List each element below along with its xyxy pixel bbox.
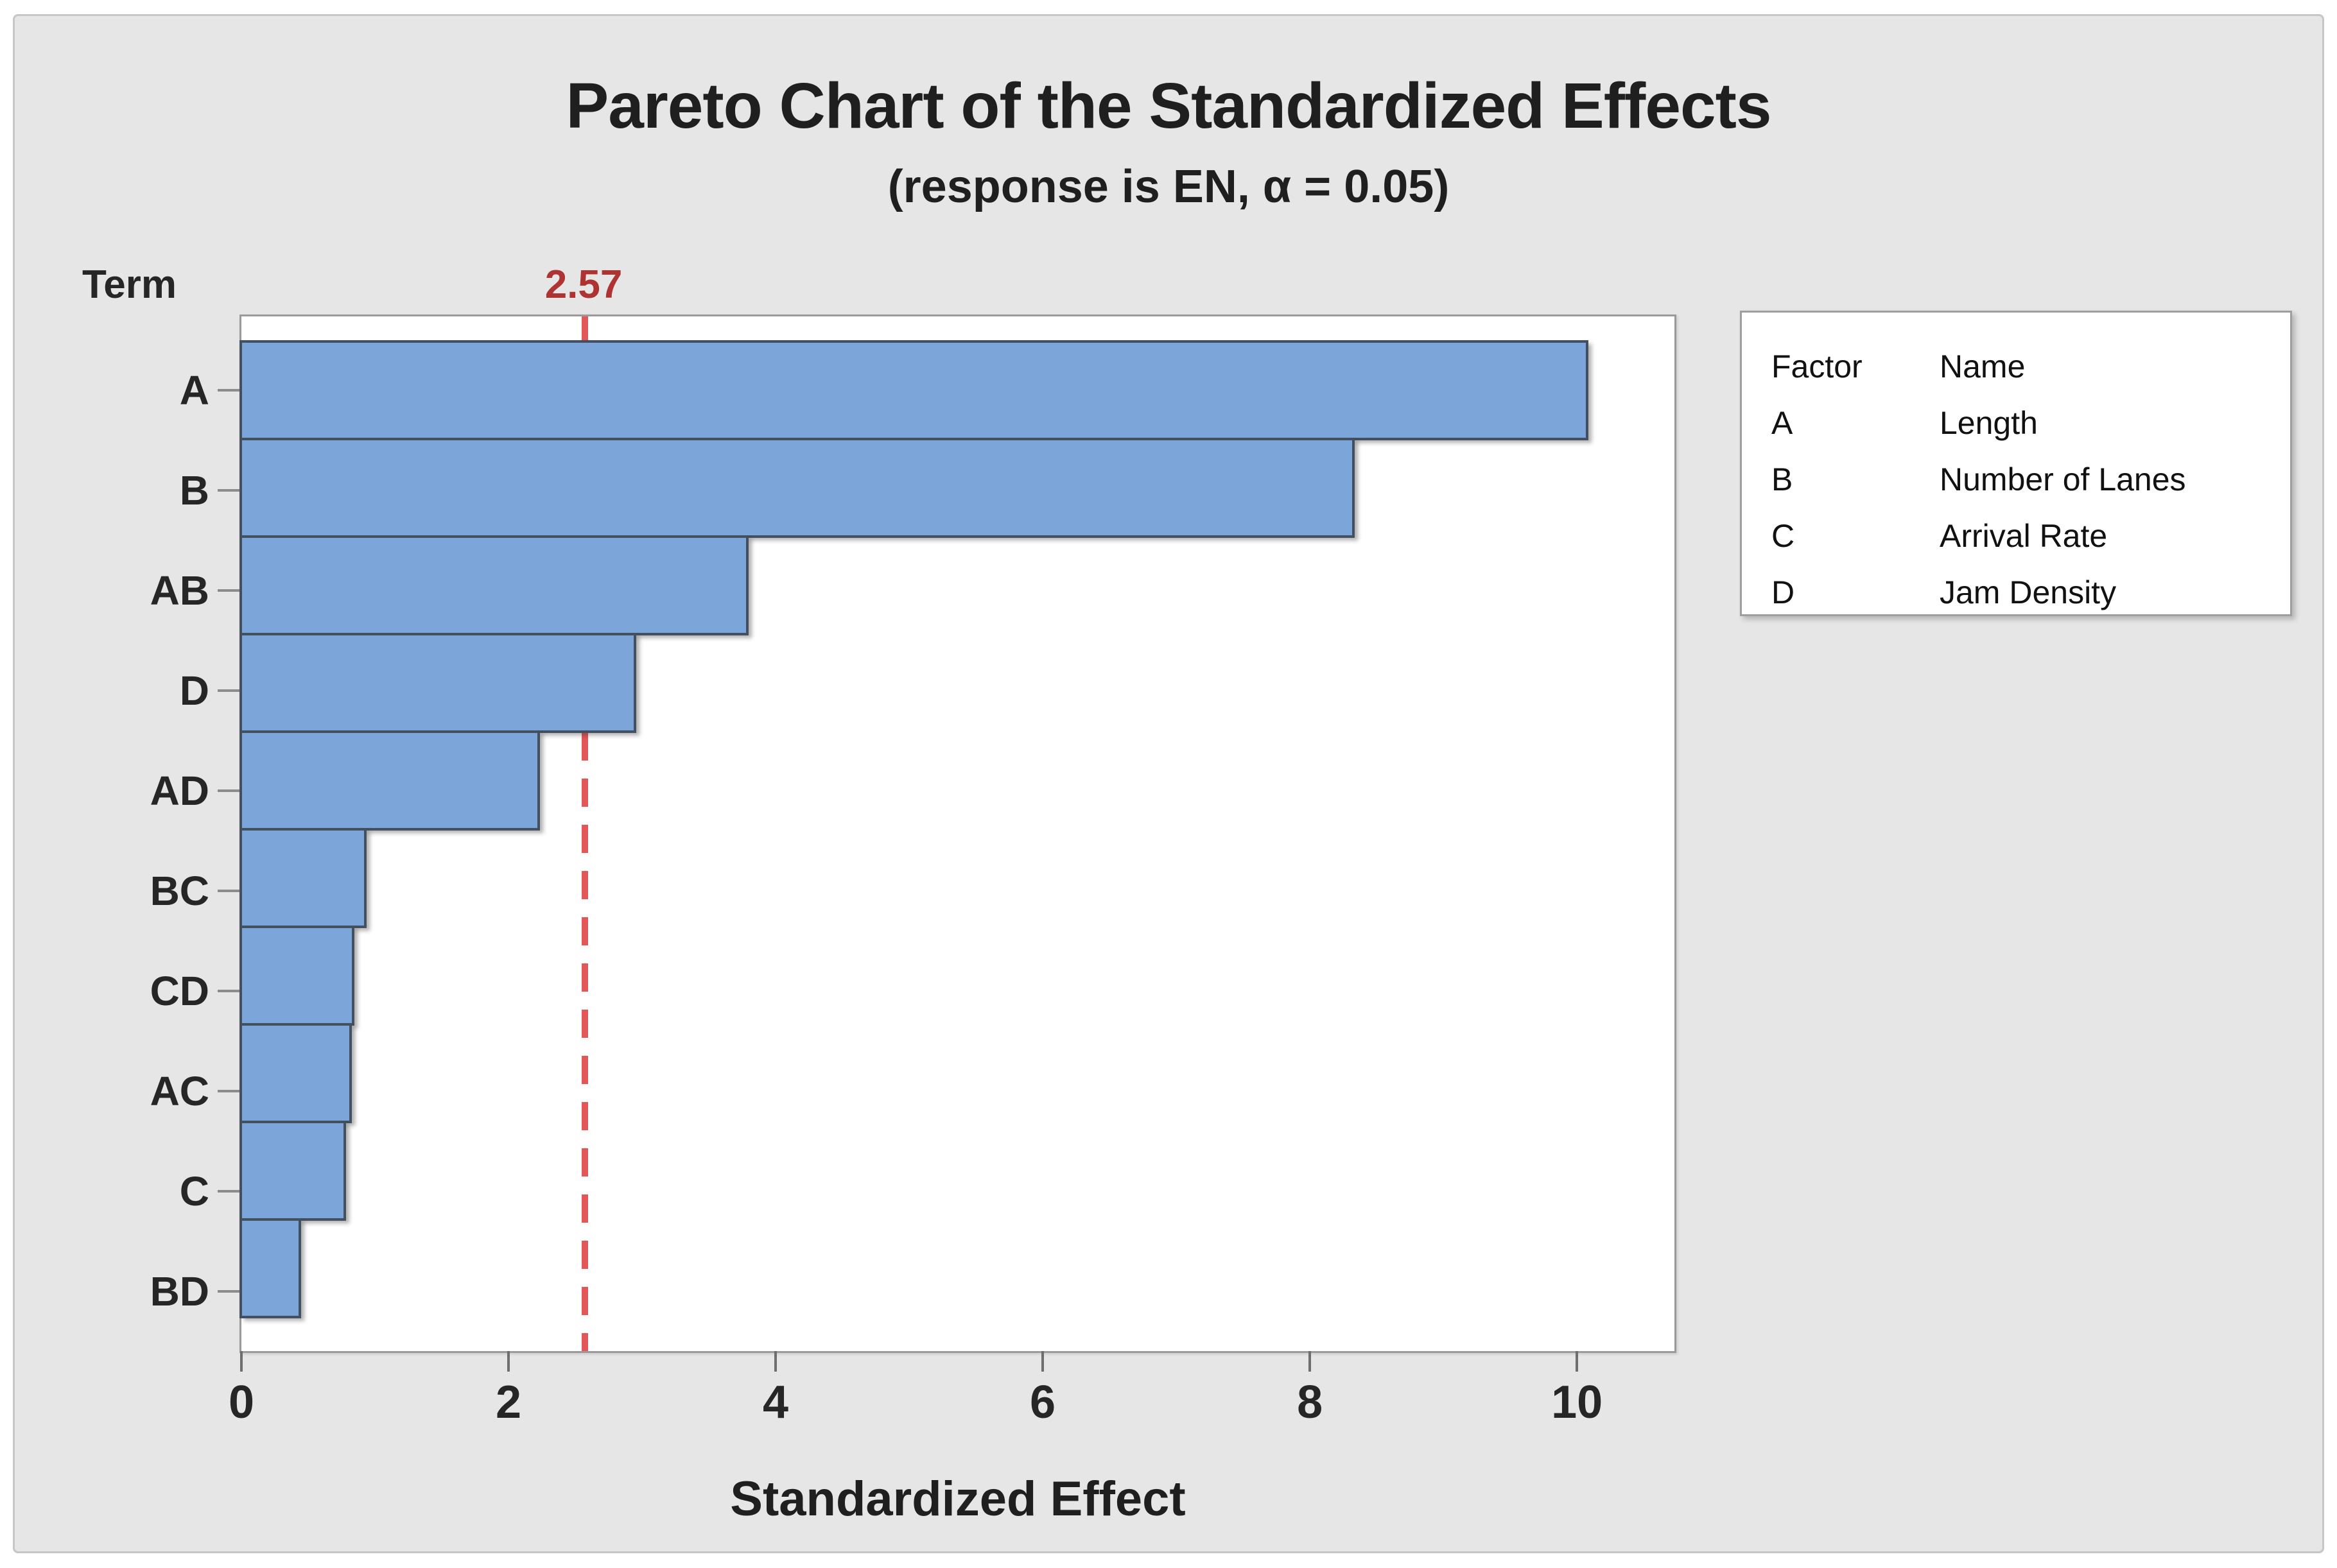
bar-BC xyxy=(239,828,367,928)
legend-factor: A xyxy=(1771,405,1793,441)
bar-AD xyxy=(239,730,541,831)
y-tick-label: AB xyxy=(150,567,209,614)
bar-BD xyxy=(239,1218,301,1318)
bar-B xyxy=(239,438,1355,538)
x-tick-label: 8 xyxy=(1297,1377,1323,1428)
x-tick xyxy=(507,1351,510,1372)
y-tick xyxy=(218,1290,239,1293)
y-tick-label: B xyxy=(179,467,209,513)
bar-A xyxy=(239,340,1588,440)
x-tick-label: 4 xyxy=(763,1377,789,1428)
chart-subtitle: (response is EN, α = 0.05) xyxy=(887,161,1450,212)
bar-C xyxy=(239,1121,347,1221)
bar-AC xyxy=(239,1023,352,1123)
bar-D xyxy=(239,633,636,733)
legend-factor: B xyxy=(1771,461,1793,497)
y-tick-label: AD xyxy=(150,768,209,814)
y-tick-label: D xyxy=(179,668,209,714)
y-tick-label: BC xyxy=(150,868,209,914)
y-tick xyxy=(218,689,239,692)
y-tick-label: CD xyxy=(150,968,209,1014)
legend-header-factor: Factor xyxy=(1771,349,1863,384)
y-tick xyxy=(218,1190,239,1193)
y-tick xyxy=(218,1090,239,1092)
x-tick-label: 2 xyxy=(495,1377,522,1428)
x-tick-label: 10 xyxy=(1551,1377,1603,1428)
x-tick xyxy=(1308,1351,1312,1372)
x-tick-label: 0 xyxy=(228,1377,255,1428)
x-axis-title: Standardized Effect xyxy=(730,1472,1186,1526)
y-axis-title: Term xyxy=(82,263,177,307)
reference-line xyxy=(581,316,588,1351)
x-tick xyxy=(1576,1351,1579,1372)
y-tick xyxy=(218,990,239,992)
y-tick-label: C xyxy=(179,1168,209,1214)
legend-header-name: Name xyxy=(1940,349,2026,384)
y-tick xyxy=(218,589,239,592)
legend-factor: C xyxy=(1771,518,1795,554)
y-tick-label: BD xyxy=(150,1268,209,1314)
chart-title: Pareto Chart of the Standardized Effects xyxy=(566,70,1772,142)
bars xyxy=(239,340,1672,1318)
y-tick xyxy=(218,789,239,792)
reference-line-label: 2.57 xyxy=(544,263,623,307)
y-tick xyxy=(218,890,239,892)
plot-area: A B AB D AD BC CD AC C BD 0 2 4 6 8 10 xyxy=(150,314,1676,1426)
y-tick xyxy=(218,389,239,392)
x-tick xyxy=(774,1351,778,1372)
x-tick-label: 6 xyxy=(1030,1377,1056,1428)
legend-name: Jam Density xyxy=(1940,574,2117,610)
bar-CD xyxy=(239,926,354,1026)
y-tick xyxy=(218,489,239,492)
legend-name: Arrival Rate xyxy=(1940,518,2108,554)
legend-name: Number of Lanes xyxy=(1940,461,2186,497)
bar-AB xyxy=(239,535,749,635)
y-tick-label: AC xyxy=(150,1068,209,1114)
x-tick xyxy=(240,1351,243,1372)
legend-name: Length xyxy=(1940,405,2038,441)
legend-factor: D xyxy=(1771,574,1795,610)
legend: Factor Name A Length B Number of Lanes C Arri… xyxy=(1740,311,2292,616)
x-tick xyxy=(1041,1351,1045,1372)
y-tick-label: A xyxy=(179,367,209,413)
legend-grid: Factor Name A Length B Number of Lanes C Arri… xyxy=(1771,338,2290,621)
